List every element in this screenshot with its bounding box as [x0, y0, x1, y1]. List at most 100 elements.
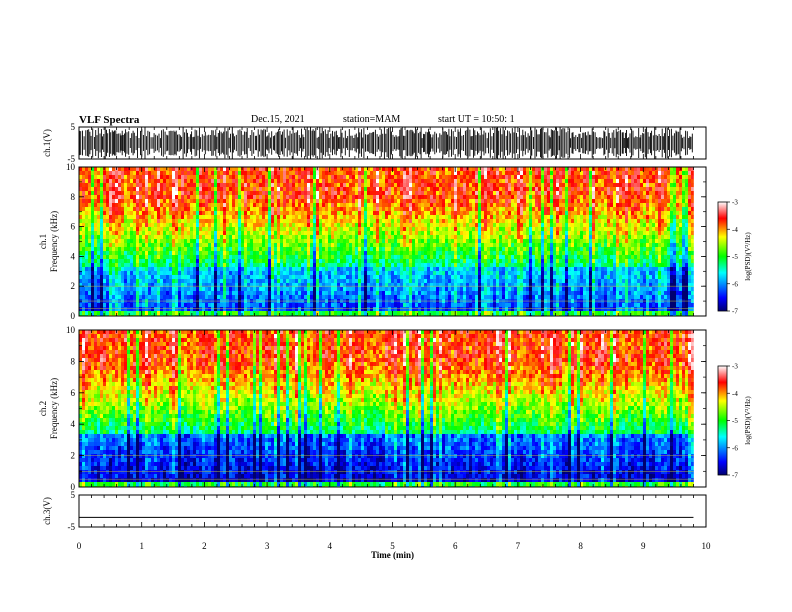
spectrogram-cell: [673, 247, 677, 252]
spectrogram-cell: [94, 235, 98, 240]
spectrogram-cell: [493, 235, 497, 240]
spectrogram-cell: [403, 211, 407, 216]
spectrogram-cell: [187, 223, 191, 228]
spectrogram-cell: [550, 231, 554, 236]
spectrogram-cell: [559, 223, 563, 228]
spectrogram-cell: [418, 175, 422, 180]
spectrogram-cell: [415, 199, 419, 204]
spectrogram-cell: [520, 167, 524, 172]
spectrogram-cell: [481, 203, 485, 208]
spectrogram-cell: [82, 199, 86, 204]
spectrogram-cell: [352, 247, 356, 252]
spectrogram-cell: [277, 207, 281, 212]
spectrogram-cell: [154, 219, 158, 224]
spectrogram-cell: [241, 251, 245, 256]
spectrogram-cell: [211, 243, 215, 248]
spectrogram-cell: [313, 203, 317, 208]
spectrogram-cell: [424, 259, 428, 264]
spectrogram-cell: [235, 203, 239, 208]
spectrogram-cell: [457, 211, 461, 216]
spectrogram-cell: [502, 175, 506, 180]
spectrogram-cell: [478, 167, 482, 172]
spectrogram-cell: [475, 259, 479, 264]
spectrogram-cell: [178, 235, 182, 240]
spectrogram-cell: [454, 199, 458, 204]
spectrogram-cell: [574, 235, 578, 240]
spectrogram-cell: [79, 251, 83, 256]
spectrogram-cell: [175, 183, 179, 188]
spectrogram-cell: [355, 255, 359, 260]
spectrogram-cell: [616, 175, 620, 180]
spectrogram-cell: [604, 203, 608, 208]
spectrogram-cell: [454, 187, 458, 192]
spectrogram-cell: [307, 231, 311, 236]
spectrogram-cell: [337, 179, 341, 184]
spectrogram-cell: [334, 171, 338, 176]
spectrogram-cell: [550, 227, 554, 232]
spectrogram-cell: [79, 247, 83, 252]
spectrogram-cell: [280, 167, 284, 172]
spectrogram-cell: [157, 215, 161, 220]
spectrogram-cell: [487, 183, 491, 188]
spectrogram-cell: [286, 243, 290, 248]
spectrogram-cell: [268, 219, 272, 224]
spectrogram-cell: [373, 203, 377, 208]
spectrogram-cell: [589, 195, 593, 200]
spectrogram-cell: [184, 239, 188, 244]
spectrogram-cell: [436, 191, 440, 196]
spectrogram-cell: [103, 207, 107, 212]
spectrogram-cell: [175, 227, 179, 232]
spectrogram-cell: [184, 183, 188, 188]
spectrogram-cell: [439, 235, 443, 240]
spectrogram-cell: [562, 243, 566, 248]
spectrogram-cell: [82, 239, 86, 244]
spectrogram-cell: [472, 255, 476, 260]
spectrogram-cell: [619, 243, 623, 248]
spectrogram-cell: [172, 227, 176, 232]
spectrogram-cell: [412, 227, 416, 232]
spectrogram-cell: [274, 219, 278, 224]
spectrogram-cell: [202, 203, 206, 208]
spectrogram-cell: [598, 243, 602, 248]
spectrogram-cell: [424, 179, 428, 184]
spectrogram-cell: [163, 211, 167, 216]
spectrogram-cell: [493, 215, 497, 220]
spectrogram-cell: [367, 247, 371, 252]
spectrogram-cell: [358, 215, 362, 220]
spectrogram-cell: [466, 171, 470, 176]
spectrogram-cell: [91, 167, 95, 172]
spectrogram-cell: [271, 183, 275, 188]
spectrogram-cell: [511, 211, 515, 216]
spectrogram-cell: [508, 175, 512, 180]
spectrogram-cell: [124, 251, 128, 256]
spectrogram-cell: [196, 187, 200, 192]
spectrogram-cell: [337, 203, 341, 208]
spectrogram-cell: [643, 191, 647, 196]
spectrogram-cell: [469, 255, 473, 260]
spectrogram-cell: [274, 223, 278, 228]
spectrogram-cell: [397, 167, 401, 172]
spectrogram-cell: [502, 255, 506, 260]
spectrogram-cell: [661, 255, 665, 260]
spectrogram-cell: [283, 187, 287, 192]
spectrogram-cell: [388, 255, 392, 260]
spectrogram-cell: [487, 235, 491, 240]
spectrogram-cell: [583, 239, 587, 244]
spectrogram-cell: [193, 183, 197, 188]
spectrogram-cell: [382, 211, 386, 216]
spectrogram-cell: [445, 243, 449, 248]
spectrogram-cell: [412, 195, 416, 200]
spectrogram-cell: [310, 187, 314, 192]
spectrogram-cell: [379, 195, 383, 200]
spectrogram-cell: [247, 231, 251, 236]
spectrogram-cell: [157, 231, 161, 236]
spectrogram-cell: [250, 263, 254, 268]
spectrogram-cell: [559, 231, 563, 236]
spectrogram-cell: [166, 199, 170, 204]
spectrogram-cell: [385, 259, 389, 264]
spectrogram-cell: [271, 199, 275, 204]
spectrogram-cell: [514, 239, 518, 244]
spectrogram-cell: [202, 227, 206, 232]
spectrogram-cell: [343, 223, 347, 228]
spectrogram-cell: [661, 211, 665, 216]
